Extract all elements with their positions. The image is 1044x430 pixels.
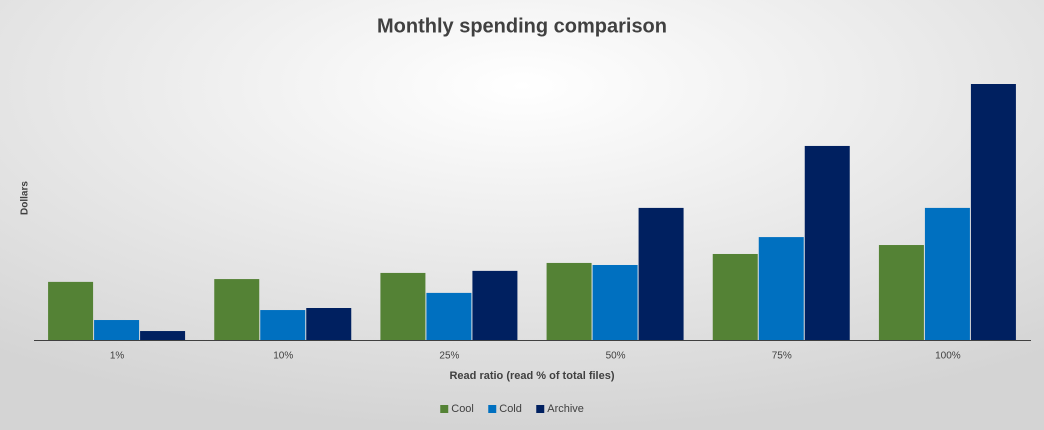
bar [712,253,758,340]
bar [260,310,306,340]
x-tick-label: 100% [935,351,961,362]
bar [758,237,804,340]
bar [94,320,140,340]
bar [970,84,1016,340]
bar [380,272,426,340]
bar [924,207,970,340]
bar [592,264,638,340]
chart-title: Monthly spending comparison [377,15,667,37]
bar [426,292,472,340]
x-tick-label: 10% [273,351,293,362]
y-axis-label: Dollars [20,181,31,215]
bar [546,262,592,340]
legend-swatch [536,405,545,413]
legend-swatch [440,405,449,413]
bar [878,245,924,340]
legend-label: Cool [451,403,474,415]
bar [306,308,352,340]
x-axis-label: Read ratio (read % of total files) [449,370,614,382]
legend-label: Archive [547,403,584,415]
bar [804,145,850,340]
x-tick-label: 75% [772,351,792,362]
bar [48,281,94,340]
bar [214,279,260,340]
legend-swatch [488,405,497,413]
bar [472,270,518,340]
bar [140,331,186,340]
legend-label: Cold [499,403,522,415]
x-tick-label: 50% [606,351,626,362]
x-tick-label: 25% [439,351,459,362]
bar [638,207,684,340]
x-tick-label: 1% [110,351,125,362]
